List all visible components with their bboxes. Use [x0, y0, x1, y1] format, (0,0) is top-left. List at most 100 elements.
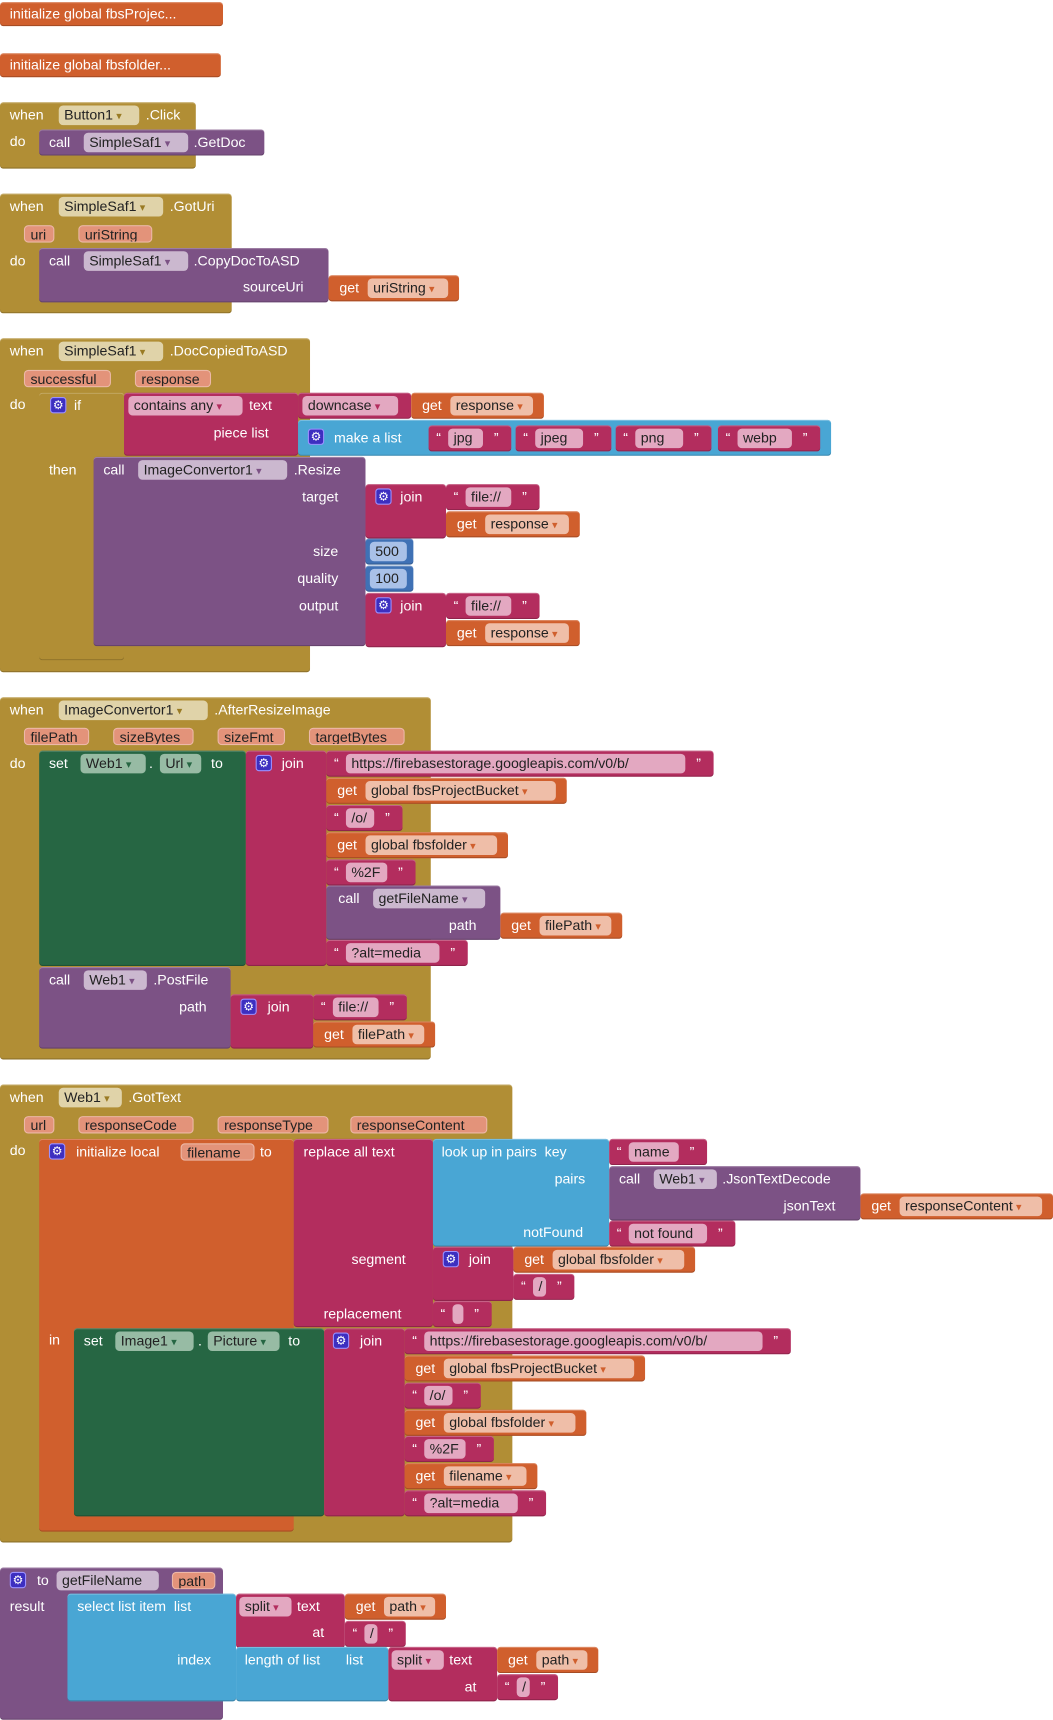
chevron-down-icon[interactable]: ▾ — [139, 202, 146, 215]
chevron-down-icon[interactable]: ▾ — [425, 1655, 431, 1668]
set-web1-url-block[interactable] — [39, 750, 246, 966]
component-dropdown[interactable]: Web1 ▾ — [83, 970, 147, 990]
chevron-down-icon[interactable]: ▾ — [256, 465, 262, 478]
event-parameter[interactable]: responseContent — [350, 1116, 488, 1134]
event-parameter[interactable]: path — [171, 1571, 216, 1590]
component-dropdown[interactable]: Web1 ▾ — [653, 1169, 717, 1189]
variable-dropdown[interactable]: response ▾ — [485, 514, 569, 535]
chevron-down-icon[interactable]: ▾ — [595, 921, 601, 934]
call-jsontextdecode-block[interactable] — [609, 1166, 861, 1221]
chevron-down-icon[interactable]: ▾ — [186, 759, 193, 772]
gear-icon[interactable]: ⚙ — [332, 1332, 350, 1349]
string-field[interactable]: / — [364, 1624, 378, 1644]
event-parameter[interactable]: responseCode — [78, 1116, 194, 1134]
chevron-down-icon[interactable]: ▾ — [470, 840, 476, 853]
chevron-down-icon[interactable]: ▾ — [176, 705, 183, 718]
chevron-down-icon[interactable]: ▾ — [1016, 1202, 1022, 1214]
variable-dropdown[interactable]: uriString ▾ — [367, 278, 449, 299]
call-resize-block[interactable] — [93, 456, 366, 647]
gear-icon[interactable]: ⚙ — [307, 428, 325, 445]
chevron-down-icon[interactable]: ▾ — [420, 1602, 426, 1615]
string-field[interactable]: / — [516, 1677, 530, 1697]
chevron-down-icon[interactable]: ▾ — [171, 1336, 177, 1349]
join-block[interactable] — [324, 1328, 405, 1517]
variable-dropdown[interactable]: filename ▾ — [443, 1466, 527, 1486]
split-dropdown[interactable]: split ▾ — [239, 1596, 292, 1617]
string-field[interactable]: jpg — [448, 428, 483, 449]
string-field[interactable]: ?alt=media — [424, 1493, 518, 1514]
variable-dropdown[interactable]: responseContent ▾ — [899, 1196, 1043, 1217]
event-parameter[interactable]: sizeBytes — [113, 727, 194, 746]
string-field[interactable]: https://firebasestorage.googleapis.com/v… — [345, 753, 686, 774]
string-field[interactable]: %2F — [345, 862, 388, 883]
string-field[interactable]: not found — [628, 1223, 708, 1244]
string-field[interactable]: webp — [737, 428, 792, 449]
component-dropdown[interactable]: ImageConvertor1 ▾ — [138, 460, 288, 480]
variable-dropdown[interactable]: path ▾ — [536, 1650, 588, 1670]
global-fbsfolder-block[interactable] — [0, 53, 221, 78]
event-parameter[interactable]: responseType — [217, 1116, 329, 1134]
gear-icon[interactable]: ⚙ — [9, 1571, 27, 1589]
string-field[interactable]: jpeg — [535, 428, 584, 449]
property-dropdown[interactable]: Url ▾ — [159, 753, 202, 774]
mode-dropdown[interactable]: contains any ▾ — [128, 395, 243, 416]
gear-icon[interactable]: ⚙ — [240, 998, 257, 1015]
chevron-down-icon[interactable]: ▾ — [517, 401, 523, 414]
component-dropdown[interactable]: SimpleSaf1 ▾ — [83, 251, 189, 271]
string-field[interactable]: /o/ — [424, 1385, 453, 1406]
variable-dropdown[interactable]: global fbsProjectBucket ▾ — [443, 1358, 635, 1379]
chevron-down-icon[interactable]: ▾ — [273, 1602, 279, 1615]
string-field[interactable]: / — [533, 1277, 547, 1297]
component-dropdown[interactable]: SimpleSaf1 ▾ — [58, 196, 164, 217]
join-block[interactable] — [245, 750, 327, 966]
property-dropdown[interactable]: Picture ▾ — [207, 1331, 280, 1352]
gear-icon[interactable]: ⚙ — [48, 1143, 66, 1160]
event-parameter[interactable]: url — [23, 1116, 55, 1134]
variable-dropdown[interactable]: response ▾ — [450, 395, 534, 416]
chevron-down-icon[interactable]: ▾ — [461, 894, 468, 907]
gear-icon[interactable]: ⚙ — [255, 754, 272, 772]
chevron-down-icon[interactable]: ▾ — [552, 628, 558, 641]
chevron-down-icon[interactable]: ▾ — [139, 347, 146, 359]
event-parameter[interactable]: response — [134, 369, 212, 388]
string-field[interactable]: ?alt=media — [345, 943, 440, 963]
chevron-down-icon[interactable]: ▾ — [600, 1364, 606, 1377]
chevron-down-icon[interactable]: ▾ — [548, 1418, 554, 1431]
mode-dropdown[interactable]: downcase ▾ — [302, 395, 399, 416]
gear-icon[interactable]: ⚙ — [442, 1250, 460, 1268]
chevron-down-icon[interactable]: ▾ — [408, 1030, 414, 1043]
variable-dropdown[interactable]: response ▾ — [485, 623, 569, 643]
gear-icon[interactable]: ⚙ — [50, 397, 67, 414]
component-dropdown[interactable]: Web1 ▾ — [58, 1087, 122, 1108]
chevron-down-icon[interactable]: ▾ — [572, 1655, 578, 1668]
string-field[interactable]: file:// — [465, 487, 512, 507]
string-field[interactable] — [452, 1304, 464, 1324]
chevron-down-icon[interactable]: ▾ — [125, 759, 132, 772]
variable-dropdown[interactable]: global fbsProjectBucket ▾ — [365, 781, 556, 801]
variable-dropdown[interactable]: filePath ▾ — [539, 915, 612, 936]
procedure-name-field[interactable]: getFileName — [56, 1570, 159, 1591]
chevron-down-icon[interactable]: ▾ — [374, 401, 381, 414]
event-parameter[interactable]: filePath — [23, 727, 90, 746]
string-field[interactable]: https://firebasestorage.googleapis.com/v… — [424, 1331, 763, 1352]
chevron-down-icon[interactable]: ▾ — [699, 1174, 705, 1187]
event-parameter[interactable]: targetBytes — [308, 727, 405, 746]
component-dropdown[interactable]: SimpleSaf1 ▾ — [58, 341, 164, 362]
split-dropdown[interactable]: split ▾ — [391, 1650, 444, 1670]
chevron-down-icon[interactable]: ▾ — [429, 283, 435, 296]
chevron-down-icon[interactable]: ▾ — [505, 1471, 512, 1484]
number-field[interactable]: 100 — [369, 568, 407, 589]
component-dropdown[interactable]: ImageConvertor1 ▾ — [58, 700, 208, 721]
chevron-down-icon[interactable]: ▾ — [657, 1255, 663, 1268]
event-parameter[interactable]: sizeFmt — [217, 727, 286, 746]
chevron-down-icon[interactable]: ▾ — [521, 786, 528, 799]
variable-dropdown[interactable]: filePath ▾ — [352, 1024, 425, 1045]
chevron-down-icon[interactable]: ▾ — [104, 1093, 110, 1106]
string-field[interactable]: file:// — [465, 596, 512, 616]
chevron-down-icon[interactable]: ▾ — [164, 256, 171, 269]
lookup-in-pairs-block[interactable] — [432, 1138, 610, 1247]
chevron-down-icon[interactable]: ▾ — [116, 110, 122, 123]
procedure-dropdown[interactable]: getFileName ▾ — [373, 888, 486, 909]
length-of-list-block[interactable] — [236, 1646, 389, 1702]
